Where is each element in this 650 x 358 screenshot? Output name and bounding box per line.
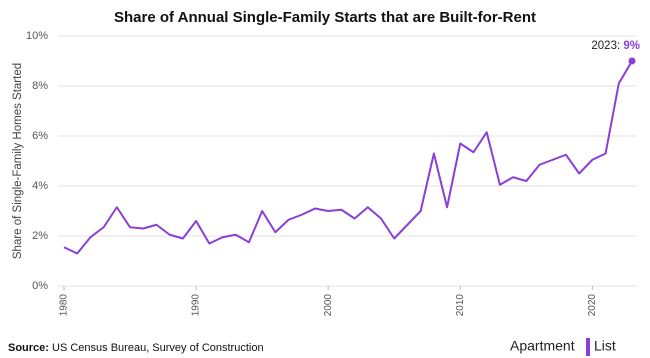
logo-text: List — [594, 338, 616, 354]
annotation-label: 2023: — [591, 40, 620, 52]
line — [63, 60, 633, 255]
logo-text: Apartment — [510, 338, 575, 354]
x-tick-label: 2010 — [455, 294, 466, 317]
y-tick-label: 0% — [32, 280, 48, 292]
annotation-value: 9% — [623, 40, 640, 52]
y-tick-label: 6% — [32, 130, 48, 142]
y-tick-label: 2% — [32, 230, 48, 242]
y-tick-label: 4% — [32, 180, 48, 192]
source-note: Source: US Census Bureau, Survey of Cons… — [8, 342, 264, 354]
source-label: Source: — [8, 342, 49, 354]
x-tick-label: 1980 — [59, 294, 70, 317]
end-point — [628, 57, 636, 65]
x-tick-label: 2000 — [323, 294, 334, 317]
annotation: 2023: 9% — [591, 40, 640, 52]
y-tick-label: 10% — [26, 30, 48, 42]
logo-divider — [586, 338, 590, 356]
source-text: US Census Bureau, Survey of Construction — [52, 342, 264, 354]
chart-title: Share of Annual Single-Family Starts tha… — [114, 9, 536, 26]
x-tick-label: 1990 — [191, 294, 202, 317]
x-tick-label: 2020 — [587, 294, 598, 317]
y-tick-label: 8% — [32, 80, 48, 92]
y-axis-label: Share of Single-Family Homes Started — [12, 63, 24, 259]
logo: Apartment List — [510, 338, 616, 356]
